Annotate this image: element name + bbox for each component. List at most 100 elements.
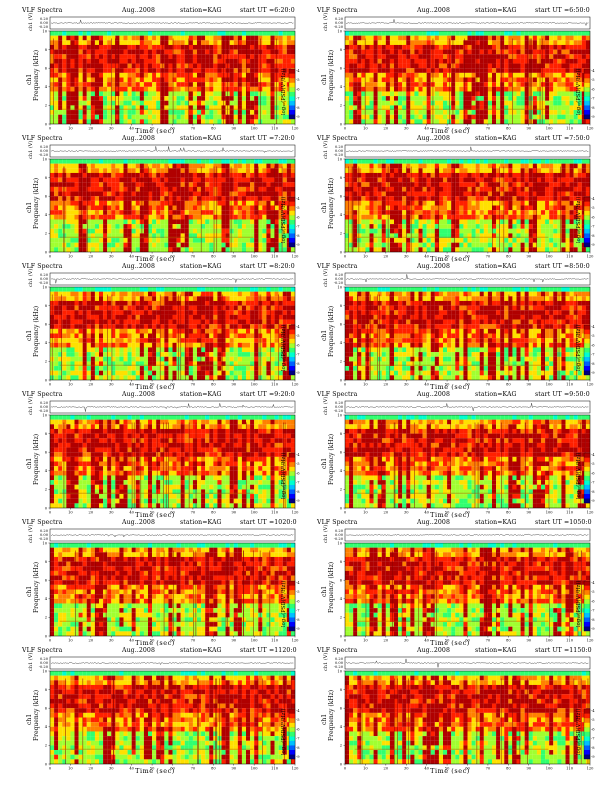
y-axis-label-channel: ch1	[321, 329, 328, 341]
x-tick-label: 70	[486, 255, 491, 259]
colorbar	[288, 324, 296, 376]
y-tick-label: 6	[45, 579, 48, 583]
colorbar-label: log₁₀(PSD(V²/Hz))	[281, 580, 287, 627]
y-tick-label: 8	[340, 560, 343, 564]
y-tick-label: 6	[340, 451, 343, 455]
x-tick-label: 50	[150, 639, 155, 643]
panel-station: station=KAG	[180, 263, 222, 270]
colorbar-tick-label: -8	[591, 362, 595, 366]
spectrogram-panel: VLF Spectra Aug..2008 station=KAG start UT …	[305, 647, 595, 777]
x-tick-label: 50	[150, 127, 155, 131]
colorbar	[583, 324, 591, 376]
x-tick-label: 90	[526, 255, 531, 259]
trace-tick-label: 0.20	[40, 273, 49, 277]
trace-tick-label: 0.00	[335, 21, 344, 25]
waveform-trace	[345, 658, 589, 668]
x-tick-label: 100	[251, 767, 259, 771]
colorbar-tick-label: -9	[591, 243, 595, 247]
x-tick-label: 60	[465, 767, 470, 771]
colorbar-tick-label: -8	[591, 618, 595, 622]
x-tick-label: 40	[129, 255, 134, 259]
colorbar	[583, 196, 591, 248]
panel-start-ut: start UT =7:50:0	[535, 135, 590, 142]
spectrogram-image	[50, 159, 296, 253]
x-tick-label: 70	[191, 255, 196, 259]
panel-station: station=KAG	[475, 391, 517, 398]
trace-tick-label: 0.00	[40, 533, 49, 537]
colorbar-tick-label: -4	[591, 197, 595, 201]
x-tick-label: 30	[404, 767, 409, 771]
colorbar-tick-label: -9	[296, 627, 300, 631]
spectrogram-panel: VLF Spectra Aug..2008 station=KAG start UT …	[305, 263, 595, 393]
trace-axis-label: ch1 (V)	[28, 268, 34, 287]
trace-tick-label: -0.20	[334, 281, 344, 285]
colorbar-tick-label: -8	[296, 746, 300, 750]
x-tick-label: 0	[344, 639, 347, 643]
x-tick-label: 110	[566, 767, 574, 771]
y-tick-label: 0	[45, 506, 48, 510]
colorbar-tick-label: -9	[591, 499, 595, 503]
panel-date: Aug..2008	[122, 519, 155, 526]
colorbar-tick-label: -8	[591, 234, 595, 238]
trace-tick-label: -0.20	[39, 537, 49, 541]
colorbar	[583, 580, 591, 632]
colorbar-tick-label: -6	[296, 471, 300, 475]
trace-axis-label: ch1 (V)	[323, 652, 329, 671]
x-tick-label: 60	[465, 127, 470, 131]
x-tick-label: 10	[68, 511, 73, 515]
y-axis-label-frequency: Frequency (kHz)	[33, 177, 40, 229]
x-axis-label: Time (sec)	[135, 383, 175, 391]
y-tick-label: 6	[45, 195, 48, 199]
colorbar-tick-label: -5	[296, 718, 300, 722]
x-tick-label: 80	[211, 127, 216, 131]
x-tick-label: 10	[68, 767, 73, 771]
spectrogram-panel: VLF Spectra Aug..2008 station=KAG start UT …	[10, 135, 300, 265]
colorbar-tick-label: -5	[296, 206, 300, 210]
spectrogram-image	[50, 415, 296, 509]
colorbar-label: log₁₀(PSD(V²/Hz))	[281, 324, 287, 371]
y-tick-label: 10	[42, 413, 47, 417]
y-axis-label-frequency: Frequency (kHz)	[328, 689, 335, 741]
y-tick-label: 2	[340, 360, 342, 364]
x-axis-label: Time (sec)	[135, 767, 175, 775]
y-tick-label: 10	[337, 285, 342, 289]
x-tick-label: 90	[231, 383, 236, 387]
trace-axis-label: ch1 (V)	[323, 524, 329, 543]
y-tick-label: 0	[340, 506, 343, 510]
x-tick-label: 100	[546, 767, 554, 771]
x-tick-label: 70	[486, 383, 491, 387]
panel-start-ut: start UT =7:20:0	[240, 135, 295, 142]
colorbar-tick-label: -4	[591, 325, 595, 329]
y-tick-label: 4	[45, 469, 48, 473]
panel-station: station=KAG	[180, 135, 222, 142]
spectrogram-panel: VLF Spectra Aug..2008 station=KAG start UT …	[10, 519, 300, 649]
x-tick-label: 40	[129, 127, 134, 131]
spectrogram-panel: VLF Spectra Aug..2008 station=KAG start UT …	[305, 391, 595, 521]
colorbar-tick-label: -9	[296, 115, 300, 119]
colorbar-tick-label: -8	[591, 106, 595, 110]
colorbar	[288, 580, 296, 632]
x-tick-label: 50	[150, 511, 155, 515]
panel-title: VLF Spectra	[317, 7, 358, 14]
waveform-trace	[50, 146, 294, 153]
x-tick-label: 10	[363, 639, 368, 643]
panel-date: Aug..2008	[417, 135, 450, 142]
y-axis-label-channel: ch1	[26, 713, 33, 725]
colorbar-tick-label: -4	[296, 197, 300, 201]
trace-tick-label: -0.20	[334, 537, 344, 541]
y-tick-label: 4	[45, 597, 48, 601]
colorbar-tick-label: -5	[591, 206, 595, 210]
x-axis-label: Time (sec)	[430, 127, 470, 135]
y-tick-label: 0	[45, 250, 48, 254]
spectrogram-panel: VLF Spectra Aug..2008 station=KAG start UT …	[305, 135, 595, 265]
panel-title: VLF Spectra	[317, 647, 358, 654]
x-tick-label: 120	[587, 511, 595, 515]
panel-date: Aug..2008	[122, 647, 155, 654]
x-tick-label: 20	[384, 127, 389, 131]
x-tick-label: 100	[546, 127, 554, 131]
x-tick-label: 0	[49, 383, 52, 387]
x-tick-label: 20	[384, 767, 389, 771]
y-tick-label: 4	[340, 725, 343, 729]
